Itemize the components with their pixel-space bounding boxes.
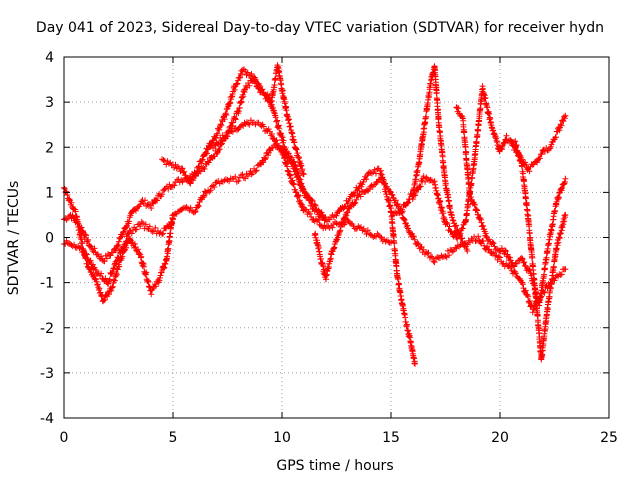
- y-tick-label: 2: [45, 140, 54, 156]
- y-tick-label: 3: [45, 95, 54, 111]
- series-track-k: [507, 112, 569, 175]
- series-track-d: [202, 62, 307, 178]
- y-tick-label: 1: [45, 185, 54, 201]
- y-tick-label: 4: [45, 50, 54, 66]
- y-axis-label: SDTVAR / TECUs: [6, 181, 22, 296]
- series-markers: [311, 174, 569, 316]
- x-tick-label: 0: [60, 430, 69, 446]
- x-tick-label: 25: [600, 430, 618, 446]
- y-tick-label: -3: [40, 366, 54, 382]
- x-tick-label: 10: [273, 430, 291, 446]
- x-tick-label: 15: [382, 430, 400, 446]
- y-tick-label: -4: [40, 411, 54, 427]
- series-markers: [202, 62, 307, 178]
- x-axis-label: GPS time / hours: [276, 458, 393, 474]
- series-markers: [453, 104, 569, 309]
- y-tick-label: -1: [40, 276, 54, 292]
- series-track-j: [453, 104, 569, 309]
- axis-ticks: 0 5 10 15 20 25 -4 -3 -2 -1 0 1 2 3 4: [40, 50, 618, 446]
- data-series: [61, 62, 569, 367]
- series-track-f: [311, 174, 569, 316]
- x-tick-label: 5: [169, 430, 178, 446]
- y-tick-label: 0: [45, 231, 54, 247]
- y-tick-label: -2: [40, 321, 54, 337]
- series-markers: [507, 112, 569, 175]
- x-tick-label: 20: [491, 430, 509, 446]
- chart-title: Day 041 of 2023, Sidereal Day-to-day VTE…: [36, 20, 604, 36]
